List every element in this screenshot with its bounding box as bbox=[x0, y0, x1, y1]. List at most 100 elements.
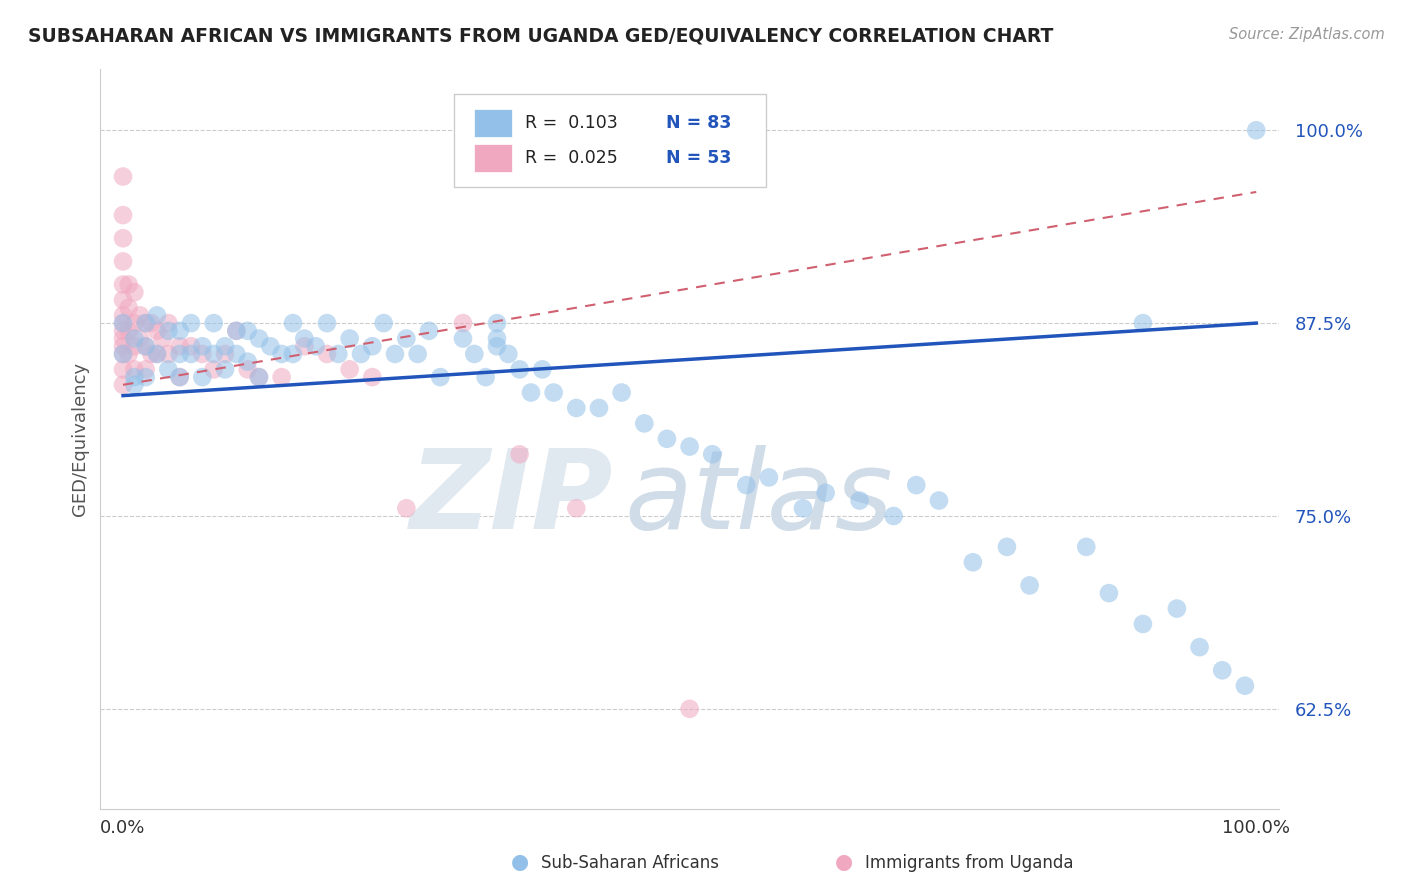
Point bbox=[135, 362, 157, 376]
Point bbox=[129, 309, 152, 323]
Point bbox=[111, 316, 134, 330]
Point bbox=[292, 339, 315, 353]
Point bbox=[509, 447, 531, 461]
Point bbox=[180, 316, 202, 330]
Text: Immigrants from Uganda: Immigrants from Uganda bbox=[865, 855, 1073, 872]
Point bbox=[146, 347, 169, 361]
Point bbox=[214, 362, 236, 376]
Point bbox=[135, 339, 157, 353]
Point bbox=[157, 324, 180, 338]
Text: N = 83: N = 83 bbox=[666, 114, 731, 132]
Point bbox=[124, 339, 146, 353]
Point bbox=[543, 385, 565, 400]
Point bbox=[520, 385, 543, 400]
Point bbox=[962, 555, 984, 569]
Point bbox=[111, 377, 134, 392]
Point bbox=[735, 478, 758, 492]
Bar bbox=[474, 109, 512, 137]
Point bbox=[169, 339, 191, 353]
Point bbox=[118, 324, 141, 338]
Point bbox=[305, 339, 328, 353]
Point bbox=[588, 401, 610, 415]
Point bbox=[157, 362, 180, 376]
Point bbox=[678, 702, 700, 716]
Point bbox=[111, 208, 134, 222]
Point bbox=[1132, 617, 1154, 632]
Point bbox=[292, 332, 315, 346]
Point bbox=[531, 362, 554, 376]
Bar bbox=[474, 145, 512, 172]
Point bbox=[236, 354, 259, 368]
Point bbox=[169, 347, 191, 361]
Point bbox=[141, 347, 163, 361]
Point bbox=[316, 347, 339, 361]
Point bbox=[111, 316, 134, 330]
Y-axis label: GED/Equivalency: GED/Equivalency bbox=[72, 362, 89, 516]
Point bbox=[406, 347, 429, 361]
Point bbox=[1244, 123, 1267, 137]
Point bbox=[169, 324, 191, 338]
Point bbox=[191, 347, 214, 361]
Point bbox=[610, 385, 633, 400]
Point bbox=[485, 332, 508, 346]
Point bbox=[157, 347, 180, 361]
Point bbox=[118, 301, 141, 315]
Text: ●: ● bbox=[512, 853, 529, 872]
Point bbox=[633, 417, 655, 431]
Point bbox=[270, 347, 292, 361]
Point bbox=[146, 309, 169, 323]
Point bbox=[1166, 601, 1188, 615]
Point bbox=[814, 486, 837, 500]
Point bbox=[146, 347, 169, 361]
Point bbox=[225, 324, 247, 338]
Point bbox=[129, 332, 152, 346]
Point bbox=[1098, 586, 1121, 600]
Point bbox=[485, 339, 508, 353]
Point bbox=[111, 231, 134, 245]
Point bbox=[236, 362, 259, 376]
Point bbox=[905, 478, 928, 492]
Point bbox=[883, 508, 905, 523]
Point bbox=[135, 339, 157, 353]
Text: R =  0.103: R = 0.103 bbox=[524, 114, 617, 132]
Point bbox=[429, 370, 451, 384]
Point bbox=[474, 370, 496, 384]
Point bbox=[361, 370, 384, 384]
Point bbox=[124, 370, 146, 384]
Point bbox=[339, 362, 361, 376]
Point bbox=[678, 440, 700, 454]
Point bbox=[316, 316, 339, 330]
Point bbox=[214, 347, 236, 361]
Point bbox=[485, 316, 508, 330]
Point bbox=[180, 347, 202, 361]
Text: atlas: atlas bbox=[624, 444, 893, 551]
Point bbox=[1211, 663, 1233, 677]
Point bbox=[236, 324, 259, 338]
Text: ●: ● bbox=[835, 853, 852, 872]
Point bbox=[451, 316, 474, 330]
Point bbox=[995, 540, 1018, 554]
Text: ZIP: ZIP bbox=[409, 444, 613, 551]
Point bbox=[328, 347, 350, 361]
Point bbox=[111, 169, 134, 184]
Point bbox=[124, 377, 146, 392]
Point bbox=[247, 332, 270, 346]
Point bbox=[792, 501, 814, 516]
Point bbox=[928, 493, 950, 508]
Point bbox=[124, 285, 146, 300]
Point bbox=[281, 316, 304, 330]
Text: SUBSAHARAN AFRICAN VS IMMIGRANTS FROM UGANDA GED/EQUIVALENCY CORRELATION CHART: SUBSAHARAN AFRICAN VS IMMIGRANTS FROM UG… bbox=[28, 27, 1053, 45]
Point bbox=[225, 347, 247, 361]
Point bbox=[202, 362, 225, 376]
Point bbox=[135, 316, 157, 330]
Point bbox=[111, 254, 134, 268]
Point bbox=[451, 332, 474, 346]
Point bbox=[180, 339, 202, 353]
Text: Sub-Saharan Africans: Sub-Saharan Africans bbox=[541, 855, 720, 872]
Point bbox=[498, 347, 520, 361]
Point bbox=[135, 370, 157, 384]
Point bbox=[152, 332, 174, 346]
Point bbox=[655, 432, 678, 446]
Point bbox=[270, 370, 292, 384]
Point bbox=[111, 324, 134, 338]
